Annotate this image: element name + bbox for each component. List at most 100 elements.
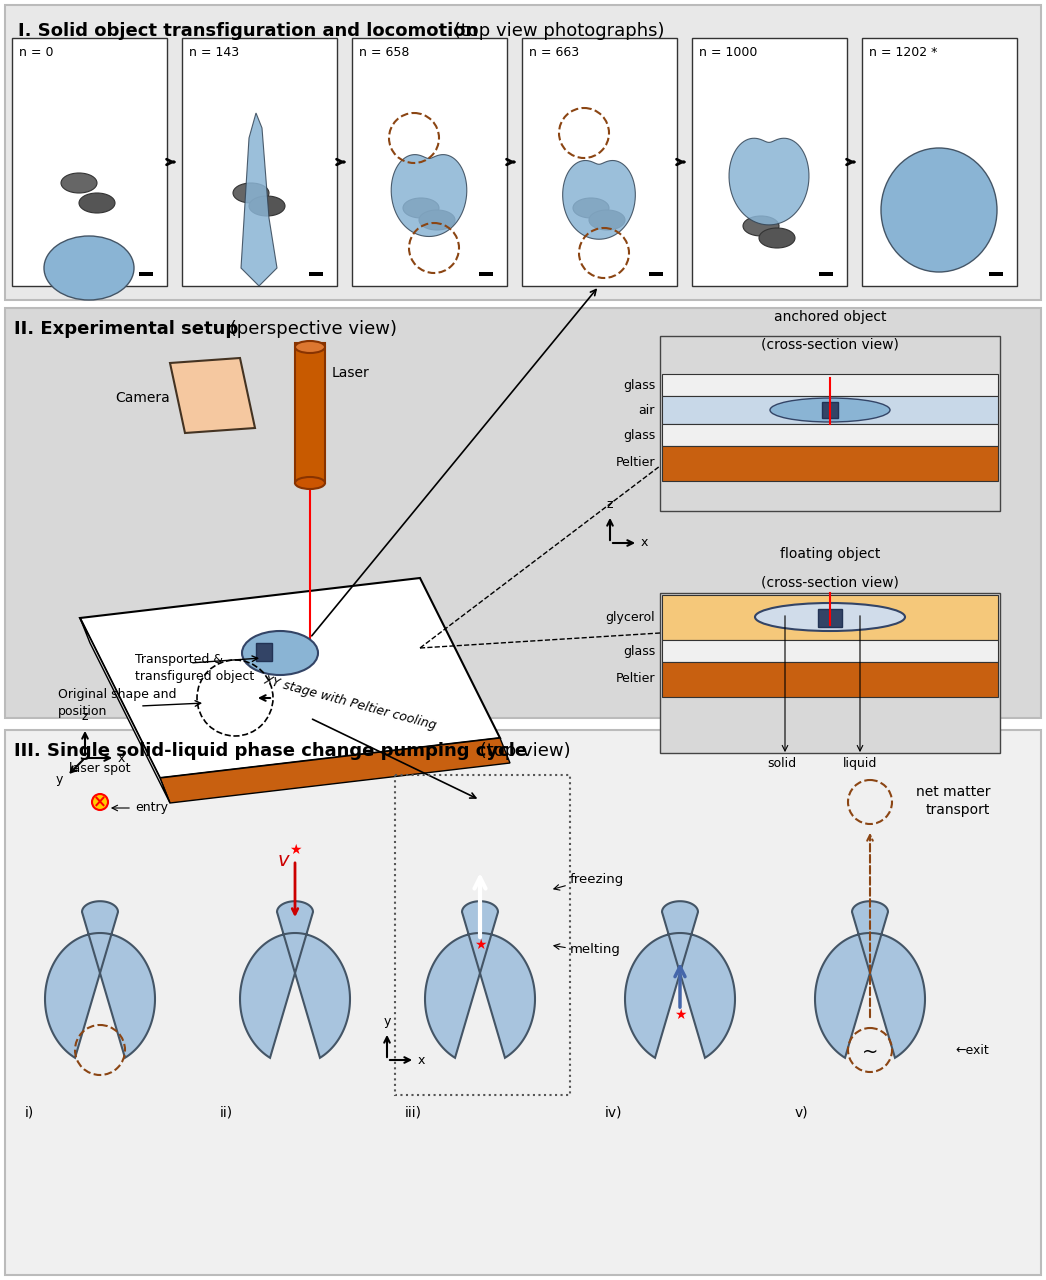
Text: Original shape and
position: Original shape and position bbox=[58, 689, 177, 718]
Text: Laser: Laser bbox=[332, 366, 369, 380]
Text: net matter
transport: net matter transport bbox=[915, 785, 990, 818]
Text: entry: entry bbox=[135, 801, 168, 814]
Bar bbox=[309, 271, 323, 276]
Bar bbox=[660, 335, 1000, 511]
Ellipse shape bbox=[881, 148, 997, 271]
Bar bbox=[256, 643, 272, 660]
Ellipse shape bbox=[44, 236, 134, 300]
Text: ~: ~ bbox=[862, 1042, 879, 1061]
Bar bbox=[662, 595, 998, 640]
Polygon shape bbox=[160, 739, 510, 803]
Bar bbox=[5, 308, 1041, 718]
Text: v: v bbox=[277, 850, 289, 869]
Ellipse shape bbox=[929, 241, 965, 260]
Polygon shape bbox=[729, 138, 809, 225]
Text: Peltier: Peltier bbox=[615, 672, 655, 686]
Bar bbox=[662, 445, 998, 481]
Polygon shape bbox=[45, 901, 155, 1057]
Ellipse shape bbox=[573, 198, 609, 218]
Bar bbox=[295, 343, 325, 483]
Text: x: x bbox=[118, 751, 126, 764]
Ellipse shape bbox=[743, 216, 779, 236]
Text: x: x bbox=[418, 1053, 426, 1066]
Text: freezing: freezing bbox=[570, 873, 624, 887]
Ellipse shape bbox=[403, 198, 439, 218]
Polygon shape bbox=[241, 113, 277, 285]
Ellipse shape bbox=[913, 228, 949, 248]
Text: liquid: liquid bbox=[843, 756, 878, 771]
Bar bbox=[662, 424, 998, 445]
Bar bbox=[353, 38, 507, 285]
Text: anchored object: anchored object bbox=[774, 310, 886, 324]
Bar bbox=[818, 609, 842, 627]
Polygon shape bbox=[425, 901, 535, 1057]
Text: glass: glass bbox=[622, 379, 655, 392]
Text: ★: ★ bbox=[474, 938, 486, 952]
Text: ←exit: ←exit bbox=[955, 1043, 988, 1056]
Bar bbox=[395, 774, 570, 1094]
Ellipse shape bbox=[419, 210, 455, 230]
Bar bbox=[12, 38, 167, 285]
Ellipse shape bbox=[61, 173, 97, 193]
Text: n = 1202 *: n = 1202 * bbox=[869, 46, 937, 59]
Text: (cross-section view): (cross-section view) bbox=[761, 575, 899, 589]
Text: iii): iii) bbox=[405, 1105, 422, 1119]
Ellipse shape bbox=[242, 631, 318, 675]
Bar bbox=[649, 271, 663, 276]
Polygon shape bbox=[563, 160, 635, 239]
Bar bbox=[139, 271, 153, 276]
Polygon shape bbox=[626, 901, 735, 1057]
Bar bbox=[662, 396, 998, 424]
Bar bbox=[662, 640, 998, 662]
Ellipse shape bbox=[249, 196, 285, 216]
Text: floating object: floating object bbox=[780, 547, 880, 561]
Text: glass: glass bbox=[622, 429, 655, 442]
Text: z: z bbox=[82, 710, 88, 723]
Bar bbox=[479, 271, 493, 276]
Text: n = 1000: n = 1000 bbox=[699, 46, 757, 59]
Bar bbox=[692, 38, 847, 285]
Text: n = 658: n = 658 bbox=[359, 46, 409, 59]
Text: III. Single solid-liquid phase change pumping cycle: III. Single solid-liquid phase change pu… bbox=[14, 742, 527, 760]
Text: x: x bbox=[641, 536, 649, 549]
Ellipse shape bbox=[295, 477, 325, 489]
Text: i): i) bbox=[25, 1105, 35, 1119]
Text: XY stage with Peltier cooling: XY stage with Peltier cooling bbox=[263, 673, 438, 732]
Polygon shape bbox=[170, 358, 255, 433]
Ellipse shape bbox=[79, 193, 115, 212]
Text: ★: ★ bbox=[674, 1009, 686, 1021]
Text: ★: ★ bbox=[289, 844, 301, 858]
Text: (cross-section view): (cross-section view) bbox=[761, 338, 899, 352]
Bar bbox=[660, 593, 1000, 753]
Text: melting: melting bbox=[570, 943, 621, 956]
Bar bbox=[662, 662, 998, 698]
Text: (perspective view): (perspective view) bbox=[224, 320, 397, 338]
Ellipse shape bbox=[770, 398, 890, 422]
Text: laser spot: laser spot bbox=[69, 762, 131, 774]
Ellipse shape bbox=[589, 210, 626, 230]
Bar bbox=[182, 38, 337, 285]
Bar bbox=[5, 5, 1041, 300]
Polygon shape bbox=[240, 901, 350, 1057]
Ellipse shape bbox=[92, 794, 108, 810]
Text: ×: × bbox=[93, 794, 107, 812]
Polygon shape bbox=[79, 579, 500, 778]
Ellipse shape bbox=[759, 228, 795, 248]
Text: Camera: Camera bbox=[115, 390, 170, 404]
Text: y: y bbox=[383, 1015, 391, 1028]
Text: n = 663: n = 663 bbox=[529, 46, 579, 59]
Text: z: z bbox=[607, 498, 613, 511]
Text: Peltier: Peltier bbox=[615, 457, 655, 470]
Text: air: air bbox=[639, 403, 655, 416]
Bar bbox=[522, 38, 677, 285]
Ellipse shape bbox=[755, 603, 905, 631]
Text: n = 0: n = 0 bbox=[19, 46, 53, 59]
Polygon shape bbox=[391, 155, 467, 237]
Polygon shape bbox=[815, 901, 925, 1057]
Text: y: y bbox=[55, 773, 63, 786]
Polygon shape bbox=[79, 618, 170, 803]
Bar bbox=[395, 774, 570, 1094]
Bar bbox=[5, 730, 1041, 1275]
Bar bbox=[822, 402, 838, 419]
Text: iv): iv) bbox=[605, 1105, 622, 1119]
